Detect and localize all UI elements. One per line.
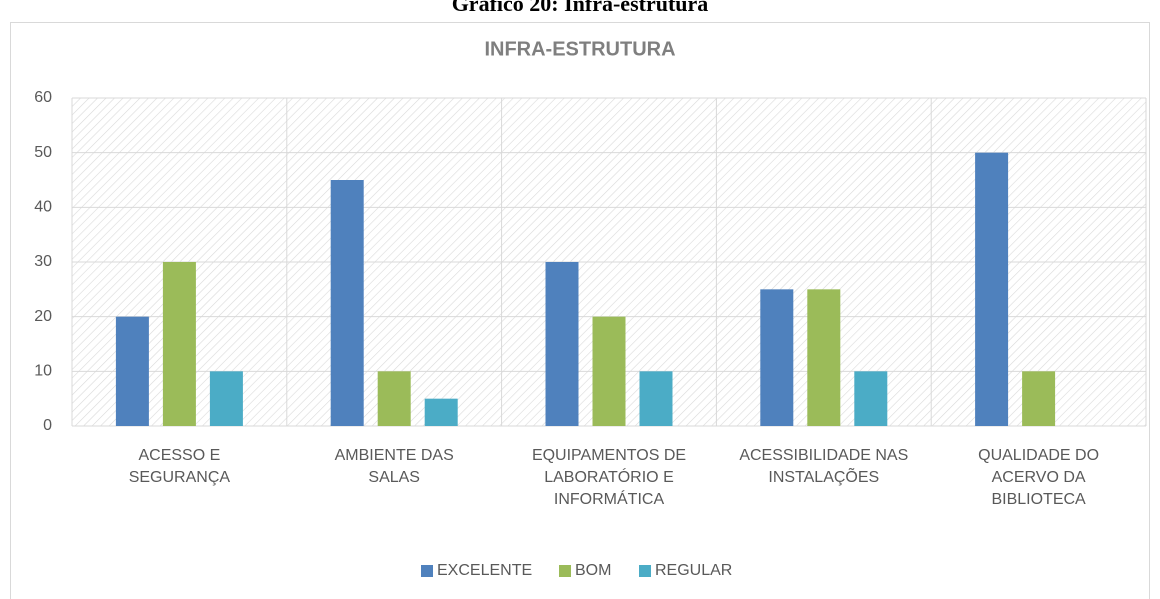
bar bbox=[377, 371, 411, 426]
legend-label: BOM bbox=[575, 562, 611, 579]
x-tick-label: ACESSIBILIDADE NAS INSTALAÇÕES bbox=[739, 447, 909, 486]
bar bbox=[424, 398, 458, 426]
x-tick-label: ACESSO E SEGURANÇA bbox=[128, 447, 231, 486]
bar bbox=[115, 316, 149, 426]
x-tick-label: QUALIDADE DO ACERVO DA BIBLIOTECA bbox=[978, 447, 1100, 508]
bar bbox=[209, 371, 243, 426]
bar bbox=[807, 289, 841, 426]
x-tick-label: EQUIPAMENTOS DE LABORATÓRIO E INFORMÁTIC… bbox=[531, 447, 687, 508]
caption: Gráfico 20: Infra-estrutura bbox=[452, 0, 709, 16]
chart-border bbox=[10, 22, 1150, 599]
bar bbox=[639, 371, 673, 426]
y-tick-label: 50 bbox=[34, 144, 52, 161]
y-tick-label: 10 bbox=[34, 363, 52, 380]
bar bbox=[854, 371, 888, 426]
bar bbox=[162, 262, 196, 426]
bar bbox=[330, 180, 364, 426]
legend-swatch bbox=[421, 565, 433, 577]
chart-title: INFRA-ESTRUTURA bbox=[484, 38, 675, 60]
legend-label: REGULAR bbox=[655, 562, 732, 579]
y-tick-label: 0 bbox=[43, 417, 52, 434]
bar bbox=[760, 289, 794, 426]
legend-label: EXCELENTE bbox=[437, 562, 532, 579]
y-tick-label: 40 bbox=[34, 199, 52, 216]
legend-swatch bbox=[559, 565, 571, 577]
bar bbox=[592, 316, 626, 426]
bar bbox=[975, 152, 1009, 426]
x-tick-label: AMBIENTE DAS SALAS bbox=[334, 447, 454, 486]
y-tick-label: 20 bbox=[34, 308, 52, 325]
y-tick-label: 30 bbox=[34, 253, 52, 270]
bar bbox=[1022, 371, 1056, 426]
y-tick-label: 60 bbox=[34, 89, 52, 106]
bar bbox=[545, 262, 579, 426]
legend-swatch bbox=[639, 565, 651, 577]
